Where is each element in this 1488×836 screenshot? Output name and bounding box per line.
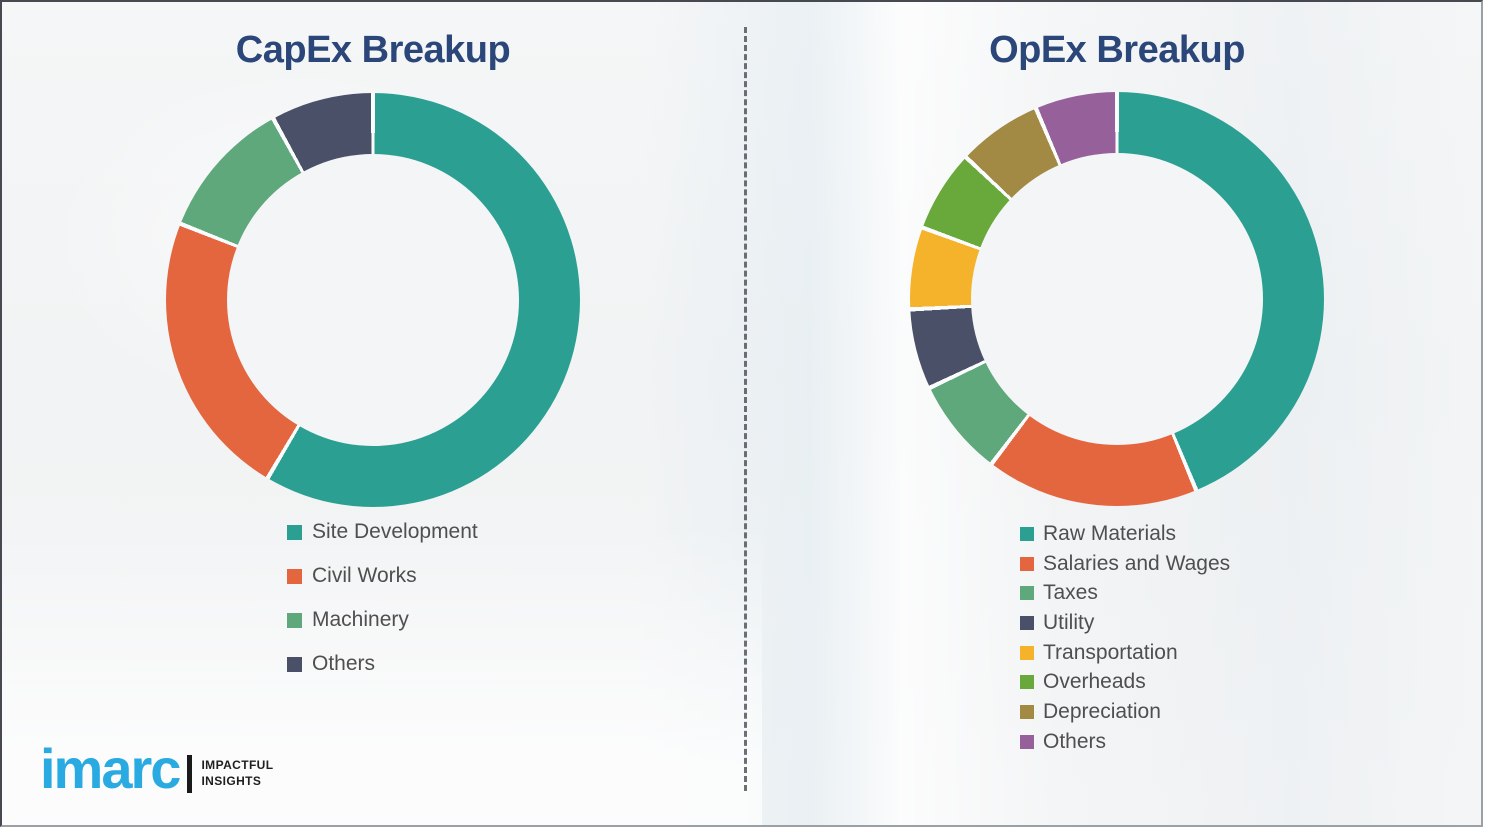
legend-swatch bbox=[1020, 615, 1034, 630]
legend-item: Overheads bbox=[1020, 667, 1230, 697]
logo-divider-bar bbox=[187, 755, 193, 793]
legend-item: Others bbox=[1020, 727, 1230, 757]
legend-label: Raw Materials bbox=[1043, 521, 1177, 545]
legend-item: Others bbox=[287, 642, 478, 686]
donut-hole bbox=[227, 154, 519, 446]
logo-tagline-line1: IMPACTFUL bbox=[201, 758, 274, 773]
legend-item: Transportation bbox=[1020, 638, 1230, 668]
legend-item: Utility bbox=[1020, 608, 1230, 638]
legend-label: Taxes bbox=[1043, 581, 1098, 605]
donut-hole bbox=[971, 153, 1263, 445]
legend-item: Civil Works bbox=[287, 554, 478, 598]
legend-label: Others bbox=[1043, 729, 1107, 753]
legend-label: Utility bbox=[1043, 610, 1095, 634]
logo-tagline-line2: INSIGHTS bbox=[201, 774, 262, 788]
legend-swatch bbox=[287, 612, 302, 628]
legend-item: Salaries and Wages bbox=[1020, 549, 1230, 579]
legend-item: Raw Materials bbox=[1020, 519, 1230, 549]
legend-label: Transportation bbox=[1043, 640, 1178, 664]
legend-item: Depreciation bbox=[1020, 697, 1230, 727]
legend-swatch bbox=[1020, 704, 1034, 719]
legend-label: Site Development bbox=[312, 520, 478, 543]
legend-item: Machinery bbox=[287, 598, 478, 642]
legend-swatch bbox=[287, 656, 302, 672]
legend-label: Others bbox=[312, 652, 376, 675]
legend-label: Machinery bbox=[312, 608, 409, 631]
legend-item: Site Development bbox=[287, 510, 478, 554]
legend-swatch bbox=[1020, 734, 1034, 749]
legend-item: Taxes bbox=[1020, 578, 1230, 608]
legend-swatch bbox=[287, 524, 302, 540]
logo-tagline: IMPACTFUL INSIGHTS bbox=[201, 758, 273, 789]
capex-donut-chart bbox=[166, 93, 580, 507]
legend-label: Civil Works bbox=[312, 564, 417, 587]
legend-swatch bbox=[1020, 556, 1034, 571]
legend-swatch bbox=[1020, 586, 1034, 601]
opex-legend: Raw Materials Salaries and Wages Taxes Util… bbox=[1020, 519, 1230, 757]
legend-label: Overheads bbox=[1043, 670, 1146, 694]
legend-swatch bbox=[1020, 675, 1034, 690]
legend-label: Depreciation bbox=[1043, 699, 1161, 723]
vertical-dashed-divider bbox=[744, 27, 747, 791]
legend-swatch bbox=[1020, 526, 1034, 541]
capex-legend: Site Development Civil Works Machinery Othe… bbox=[287, 510, 478, 686]
opex-chart-title: OpEx Breakup bbox=[989, 29, 1245, 71]
opex-donut-chart bbox=[910, 92, 1324, 506]
capex-chart-title: CapEx Breakup bbox=[235, 29, 511, 71]
legend-swatch bbox=[287, 568, 302, 584]
imarc-logo: imarc IMPACTFUL INSIGHTS bbox=[40, 739, 273, 803]
legend-label: Salaries and Wages bbox=[1043, 551, 1231, 575]
imarc-logo-wordmark: imarc bbox=[40, 737, 181, 800]
legend-swatch bbox=[1020, 645, 1034, 660]
